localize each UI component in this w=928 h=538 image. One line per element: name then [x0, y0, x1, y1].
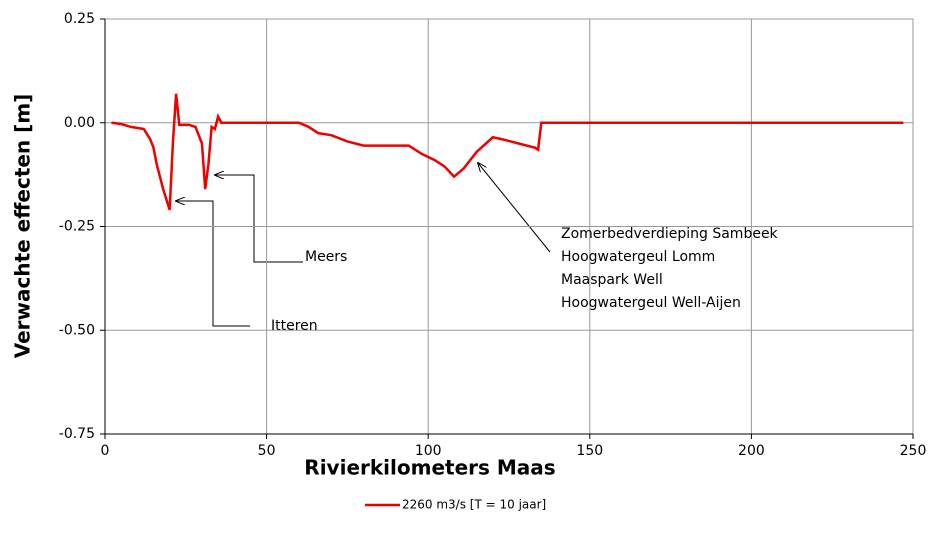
- annotation: Hoogwatergeul Well-Aijen: [561, 295, 741, 311]
- data-line: [111, 93, 904, 211]
- legend-label: 2260 m3/s [T = 10 jaar]: [402, 498, 546, 512]
- y-tick-label: 0.00: [64, 115, 95, 131]
- y-tick-label: -0.75: [59, 426, 95, 442]
- annotation: Maaspark Well: [561, 272, 663, 288]
- x-tick-label: 150: [576, 443, 603, 459]
- annotation: Itteren: [271, 318, 318, 334]
- y-tick-label: -0.25: [59, 219, 95, 235]
- x-axis-label: Rivierkilometers Maas: [304, 456, 555, 480]
- y-tick-label: 0.25: [64, 11, 95, 27]
- y-axis-label: Verwachte effecten [m]: [11, 94, 35, 359]
- x-tick-label: 0: [101, 443, 110, 459]
- annotation: Hoogwatergeul Lomm: [561, 249, 715, 265]
- x-tick-label: 200: [738, 443, 765, 459]
- annotation-arrow: [176, 201, 250, 327]
- y-tick-label: -0.50: [59, 322, 95, 338]
- annotation-arrow: [215, 175, 303, 263]
- annotation-arrow: [478, 163, 551, 253]
- annotation: Meers: [305, 249, 347, 265]
- x-tick-label: 250: [900, 443, 927, 459]
- x-tick-label: 50: [258, 443, 276, 459]
- x-tick-label: 100: [415, 443, 442, 459]
- annotation: Zomerbedverdieping Sambeek: [561, 226, 779, 242]
